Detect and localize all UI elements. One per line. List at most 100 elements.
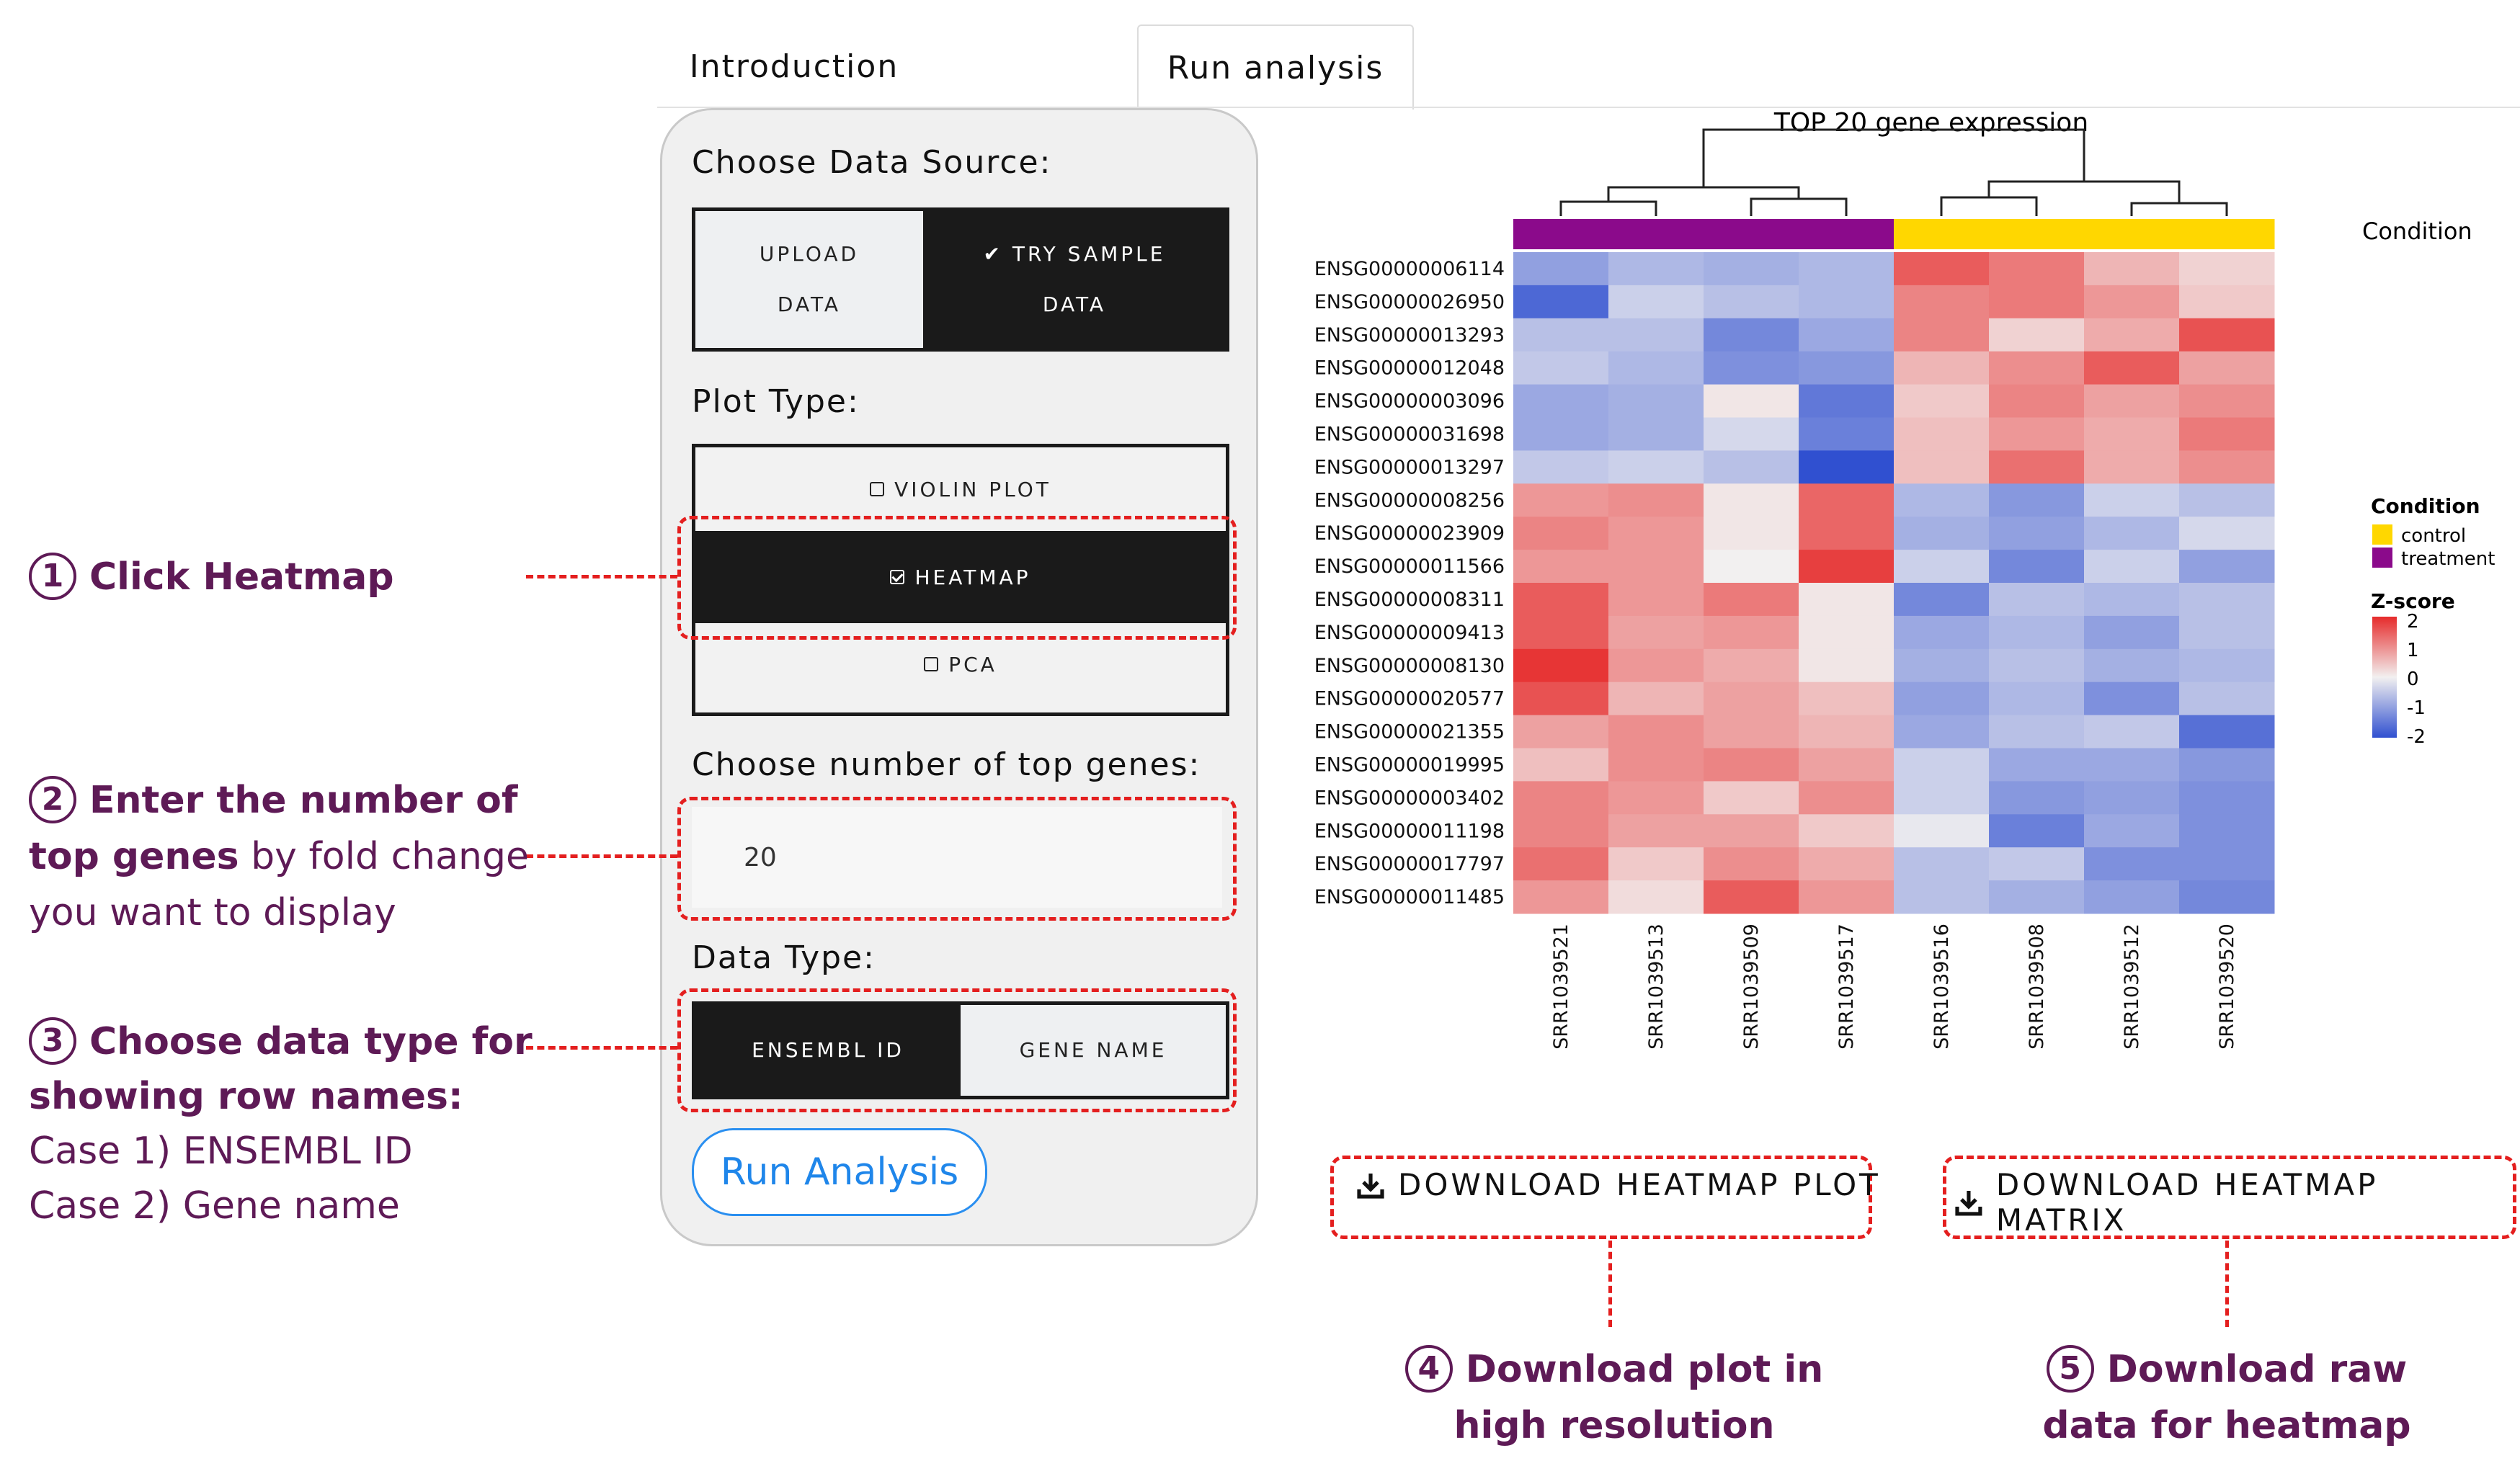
connector-2 — [526, 854, 677, 858]
heatmap-cells — [1513, 252, 2275, 914]
heatmap-cell — [1799, 550, 1895, 584]
heatmap-cell — [1894, 880, 1990, 914]
condition-cell — [1799, 219, 1895, 249]
heatmap-cell — [1704, 648, 1799, 683]
heatmap-cell — [1989, 384, 2085, 418]
heatmap-cell — [1608, 384, 1704, 418]
download-heatmap-plot-button[interactable]: DOWNLOAD HEATMAP PLOT — [1356, 1167, 1881, 1202]
download-icon — [1357, 1173, 1384, 1199]
heatmap-cell — [1608, 583, 1704, 617]
heatmap-option[interactable]: HEATMAP — [695, 531, 1226, 623]
heatmap-cell — [1513, 847, 1609, 881]
zscore-tick-label: -1 — [2407, 697, 2426, 719]
tab-introduction[interactable]: Introduction — [689, 48, 899, 85]
heatmap-cell — [1989, 682, 2085, 716]
heatmap-cell — [1704, 880, 1799, 914]
gene-label: ENSG00000011485 — [1314, 886, 1505, 908]
heatmap-cell — [1608, 748, 1704, 782]
heatmap-title: TOP 20 gene expression — [1773, 108, 2088, 138]
heatmap-cell — [1513, 351, 1609, 385]
heatmap-cell — [1989, 781, 2085, 815]
heatmap-cell — [1894, 583, 1990, 617]
heatmap-cell — [1704, 814, 1799, 848]
connector-5 — [2225, 1241, 2229, 1327]
heatmap-cell — [2084, 583, 2180, 617]
checkbox-icon — [924, 657, 939, 671]
heatmap-cell — [1989, 450, 2085, 484]
annotation-2: 2 Enter the number of top genes by fold c… — [29, 772, 529, 941]
heatmap-cell — [1513, 517, 1609, 550]
gene-label: ENSG00000023909 — [1314, 522, 1505, 545]
heatmap-cell — [1513, 384, 1609, 418]
heatmap-cell — [1989, 318, 2085, 352]
heatmap-cell — [1894, 351, 1990, 385]
condition-cell — [2179, 219, 2275, 249]
heatmap-cell — [1894, 615, 1990, 650]
heatmap-cell — [1989, 417, 2085, 451]
heatmap-cell — [1799, 517, 1895, 550]
heatmap-cell — [1989, 517, 2085, 550]
heatmap-cell — [1608, 847, 1704, 881]
condition-cell — [1704, 219, 1799, 249]
ensembl-id-button[interactable]: ENSEMBL ID — [695, 1005, 961, 1096]
heatmap-cell — [1608, 648, 1704, 683]
heatmap-cell — [2084, 748, 2180, 782]
heatmap-cell — [1989, 550, 2085, 584]
heatmap-cell — [1989, 748, 2085, 782]
heatmap-cell — [2179, 781, 2275, 815]
upload-data-button[interactable]: UPLOAD DATA — [695, 211, 923, 348]
zscore-tick-label: 2 — [2407, 611, 2419, 633]
heatmap-cell — [1799, 351, 1895, 385]
zscore-ticks: 2 1 0 -1 -2 — [2397, 611, 2426, 748]
heatmap-cell — [1704, 517, 1799, 550]
heatmap-cell — [1894, 715, 1990, 749]
heatmap-cell — [1513, 450, 1609, 484]
heatmap-cell — [1608, 814, 1704, 848]
run-analysis-button[interactable]: Run Analysis — [692, 1128, 987, 1216]
sample-label: SRR1039513 — [1645, 924, 1668, 1050]
heatmap-cell — [1608, 417, 1704, 451]
top-genes-input[interactable]: 20 — [692, 807, 1222, 908]
heatmap-cell — [1608, 682, 1704, 716]
heatmap-cell — [2179, 384, 2275, 418]
sample-labels: SRR1039521 SRR1039513 SRR1039509 SRR1039517… — [1550, 924, 2238, 1050]
sample-label: SRR1039520 — [2216, 924, 2238, 1050]
heatmap-cell — [1894, 748, 1990, 782]
highlight-data-type — [677, 988, 1237, 1112]
download-heatmap-matrix-button[interactable]: DOWNLOAD HEATMAP MATRIX — [1954, 1167, 2520, 1238]
gene-name-button[interactable]: GENE NAME — [961, 1005, 1226, 1096]
gene-label: ENSG00000011198 — [1314, 820, 1505, 842]
condition-legend-title: Condition — [2371, 494, 2480, 518]
heatmap-cell — [2084, 781, 2180, 815]
heatmap-cell — [1989, 351, 2085, 385]
heatmap-cell — [2179, 880, 2275, 914]
heatmap-cell — [1989, 285, 2085, 319]
condition-cell — [2084, 219, 2180, 249]
tab-run-analysis[interactable]: Run analysis — [1137, 24, 1414, 110]
heatmap-cell — [1608, 715, 1704, 749]
heatmap-cell — [2084, 550, 2180, 584]
heatmap-cell — [2179, 715, 2275, 749]
data-type-toggle: ENSEMBL ID GENE NAME — [692, 1001, 1229, 1099]
heatmap-cell — [1799, 748, 1895, 782]
try-sample-data-button[interactable]: ✔ TRY SAMPLE DATA — [923, 211, 1226, 348]
heatmap-cell — [2179, 550, 2275, 584]
heatmap-cell — [1799, 417, 1895, 451]
heatmap-cell — [2179, 318, 2275, 352]
heatmap-cell — [1989, 583, 2085, 617]
plot-type-label: Plot Type: — [692, 383, 860, 420]
heatmap-cell — [2179, 483, 2275, 517]
heatmap-cell — [1513, 417, 1609, 451]
heatmap-cell — [2179, 450, 2275, 484]
tab-divider — [657, 107, 2520, 108]
heatmap-cell — [1608, 351, 1704, 385]
heatmap-cell — [2179, 814, 2275, 848]
heatmap-cell — [1799, 450, 1895, 484]
condition-bar — [1513, 219, 2275, 249]
check-icon: ✔ — [983, 242, 1012, 266]
heatmap-cell — [1513, 781, 1609, 815]
annotation-4: 4 Download plot in high resolution — [1391, 1341, 1838, 1454]
heatmap-cell — [2084, 615, 2180, 650]
heatmap-cell — [2179, 517, 2275, 550]
heatmap-cell — [1704, 450, 1799, 484]
